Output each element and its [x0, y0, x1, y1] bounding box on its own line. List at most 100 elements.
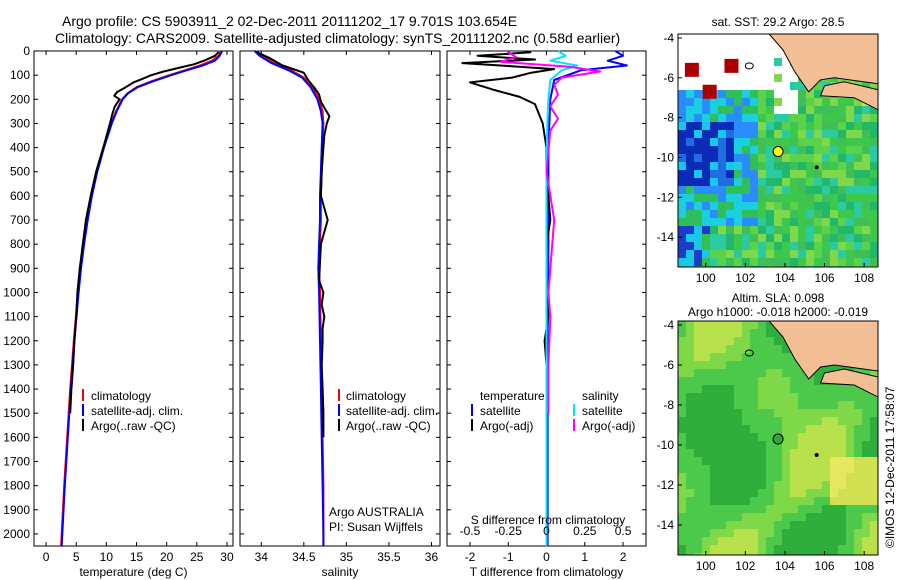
y-tick-label: -10 — [657, 438, 675, 452]
x-tick-label: 36 — [425, 550, 439, 564]
y-tick-label: -8 — [663, 111, 674, 125]
y-tick-label: 600 — [10, 189, 30, 203]
x-tick-label: 100 — [696, 559, 716, 573]
y-tick-label: -6 — [663, 358, 674, 372]
series-line-3 — [499, 51, 602, 414]
series-line-0 — [256, 50, 325, 546]
y-tick-label: 700 — [10, 213, 30, 227]
x-tick-label: 2 — [620, 550, 627, 564]
map-title: sat. SST: 29.2 Argo: 28.5 — [712, 15, 845, 29]
x-tick-label: 0 — [43, 550, 50, 564]
x-axis-label: salinity — [322, 565, 359, 579]
y-tick-label: 1500 — [3, 406, 30, 420]
x-tick-label-top: 0.25 — [573, 524, 597, 538]
salinity-panel: 34 34.5 35 35.5 36 salinity climatologysatelli… — [239, 50, 441, 579]
x-tick-label: 106 — [815, 559, 835, 573]
x-tick-label: 20 — [160, 550, 174, 564]
map-subtitle: Argo h1000: -0.018 h2000: -0.019 — [688, 305, 868, 319]
x-tick-label-top: 0.5 — [615, 524, 632, 538]
y-tick-label: 0 — [23, 44, 30, 58]
panel-sla-field — [678, 321, 878, 555]
x-axis-label: T difference from climatology — [470, 565, 624, 579]
legend-label: satellite — [582, 404, 623, 418]
annotation-line: PI: Susan Wijffels — [329, 520, 423, 534]
series-line-1 — [60, 50, 223, 547]
x-tick-label: 104 — [775, 271, 795, 285]
y-tick-label: -6 — [663, 71, 674, 85]
y-tick-label: 100 — [10, 68, 30, 82]
series-line-1 — [461, 51, 556, 414]
legend-label: Argo(-adj) — [582, 419, 635, 433]
land-area — [768, 34, 878, 93]
x-tick-label: 10 — [100, 550, 114, 564]
island-outline — [744, 62, 754, 70]
x-tick-label: 102 — [735, 559, 755, 573]
legend-heading: salinity — [582, 389, 619, 403]
high-sst-cell — [702, 84, 717, 99]
y-tick-label: 2000 — [3, 527, 30, 541]
float-position-marker — [772, 433, 784, 445]
island-outline — [744, 349, 754, 357]
y-tick-label: -12 — [657, 478, 675, 492]
y-tick-label: 800 — [10, 237, 30, 251]
difference-panel: -2 -1 0 1 2T difference from climatology -0.5… — [446, 50, 647, 579]
y-tick-label: -4 — [663, 31, 674, 45]
series-line-2 — [545, 50, 579, 546]
legend-label: satellite-adj. clim. — [346, 404, 438, 418]
y-tick-label: 1000 — [3, 285, 30, 299]
header-line-2: Climatology: CARS2009. Satellite-adjuste… — [55, 30, 620, 46]
header-line-1: Argo profile: CS 5903911_2 02-Dec-2011 2… — [62, 13, 517, 29]
y-tick-label: -10 — [657, 150, 675, 164]
x-tick-label: 34.5 — [292, 550, 316, 564]
series-line-2 — [69, 51, 220, 414]
x-tick-label: 0 — [543, 550, 550, 564]
panel-sal-frame — [239, 50, 441, 547]
y-tick-label: -14 — [657, 230, 675, 244]
x-tick-label: 1 — [581, 550, 588, 564]
x-tick-label: -1 — [503, 550, 514, 564]
series-line-2 — [256, 51, 331, 438]
y-tick-label: 1700 — [3, 454, 30, 468]
y-tick-label: 1400 — [3, 382, 30, 396]
y-tick-label: 400 — [10, 141, 30, 155]
x-tick-label: 35.5 — [377, 550, 401, 564]
y-tick-label: 1300 — [3, 358, 30, 372]
legend-label: Argo(-adj) — [480, 419, 533, 433]
y-tick-label: -4 — [663, 318, 674, 332]
sst-map-panel: 100 102 104 106 108 -4 -6 -8 -10 -12 -14 sat. SST: … — [657, 15, 879, 285]
x-tick-label: 102 — [735, 271, 755, 285]
x-tick-label: 35 — [340, 550, 354, 564]
y-tick-label: 300 — [10, 116, 30, 130]
x-tick-label: 106 — [815, 271, 835, 285]
temperature-panel: 0100200300400500600700800900100011001200… — [3, 44, 234, 579]
y-tick-label: -14 — [657, 518, 675, 532]
y-tick-label: 200 — [10, 92, 30, 106]
panel-sst-frame — [677, 33, 879, 268]
panel-sst-field — [678, 34, 878, 267]
panel-temp-frame — [33, 50, 234, 547]
legend-label: satellite — [480, 404, 521, 418]
island-outline — [814, 453, 819, 457]
y-tick-label: 1900 — [3, 503, 30, 517]
map-title: Altim. SLA: 0.098 — [732, 291, 825, 305]
high-sst-cell — [724, 58, 739, 73]
land-area — [819, 368, 878, 398]
x-tick-label: -2 — [465, 550, 476, 564]
legend-label: satellite-adj. clim. — [91, 404, 183, 418]
legend-heading: temperature — [480, 389, 545, 403]
series-line-0 — [60, 50, 222, 547]
series-line-1 — [253, 50, 325, 546]
x-tick-label: 15 — [130, 550, 144, 564]
land-area — [819, 81, 878, 111]
x-tick-label: 100 — [696, 271, 716, 285]
high-sst-cell — [684, 62, 699, 77]
x-tick-label-top: -0.5 — [460, 524, 481, 538]
legend-label: Argo(..raw -QC) — [346, 419, 431, 433]
float-position-marker — [772, 146, 784, 158]
y-tick-label: 1600 — [3, 430, 30, 444]
land-area — [768, 321, 878, 380]
x-tick-label-top: 0 — [543, 524, 550, 538]
x-tick-label: 108 — [854, 559, 874, 573]
y-tick-label: 1800 — [3, 479, 30, 493]
x-axis-label: temperature (deg C) — [79, 565, 187, 579]
